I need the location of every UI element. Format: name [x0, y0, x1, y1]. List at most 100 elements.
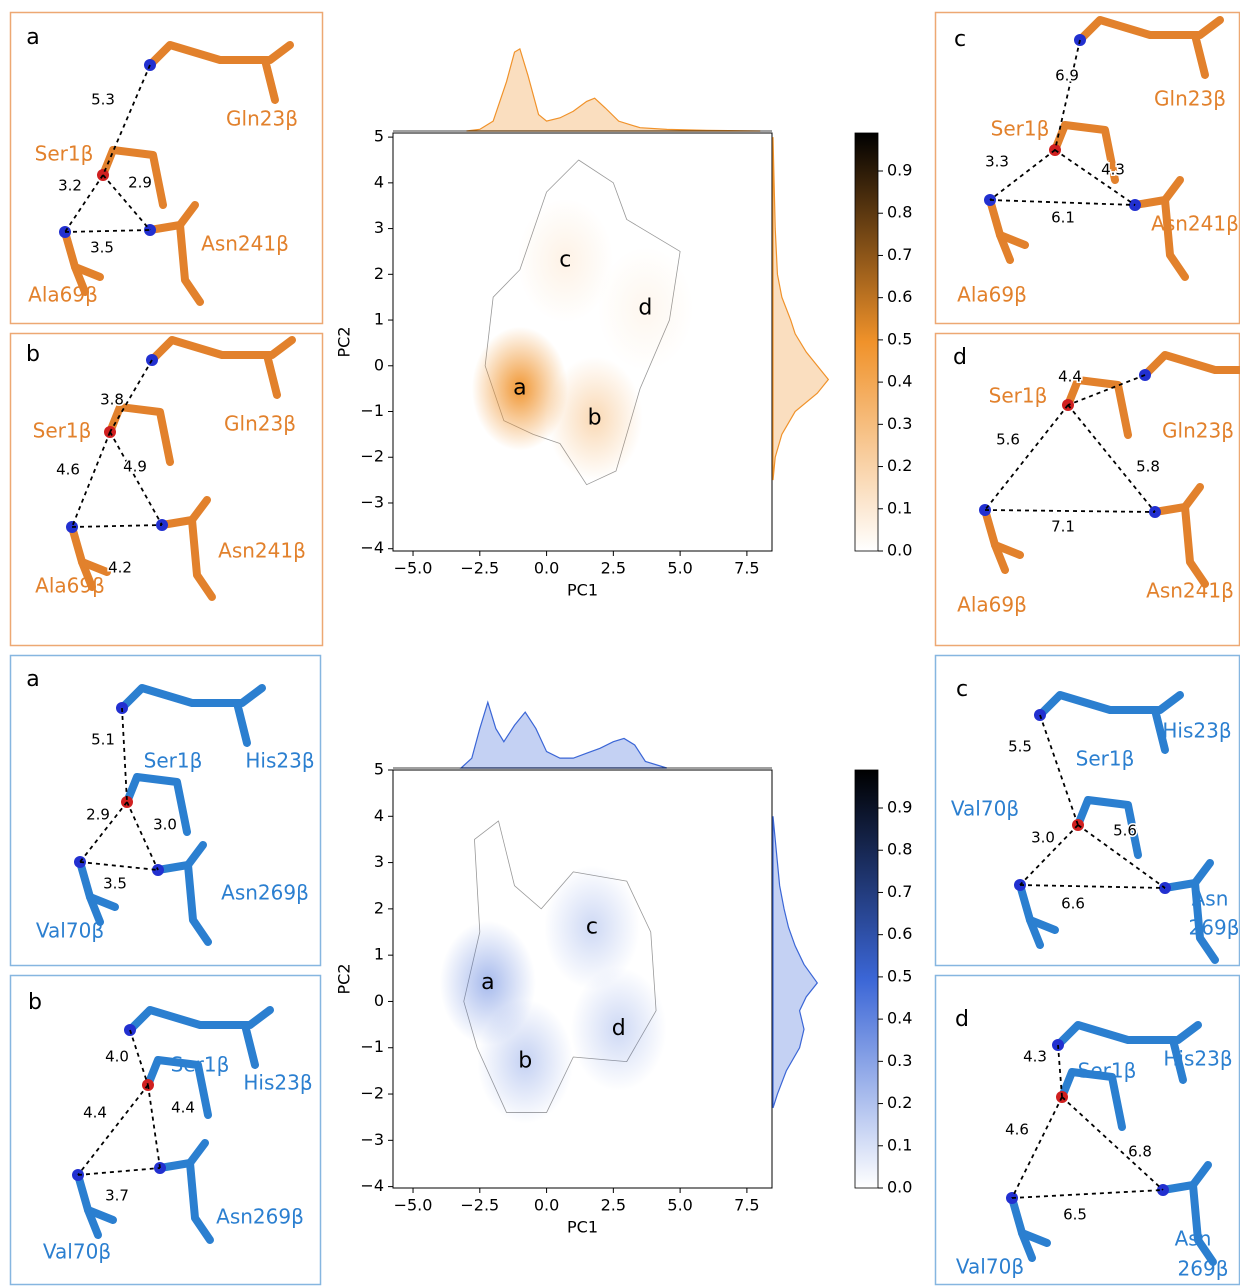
bond — [1036, 691, 1184, 719]
bond — [1151, 706, 1169, 754]
cluster-label: b — [518, 1049, 532, 1074]
y-tick-label: 4 — [374, 172, 384, 191]
bond — [84, 1206, 117, 1224]
y-tick-label: 5 — [374, 127, 384, 146]
distance-label: 4.2 — [108, 559, 132, 577]
distance-label: 3.8 — [100, 391, 124, 409]
density-peak — [543, 865, 640, 990]
panel-letter: d — [953, 345, 967, 370]
x-tick-label: 0.0 — [534, 559, 559, 578]
residue-label: Val70β — [43, 1240, 111, 1264]
residue-label: Val70β — [951, 797, 1019, 821]
hbond — [77, 1084, 149, 1176]
residue-label: Asn241β — [1151, 212, 1239, 236]
density-peak — [517, 198, 614, 323]
colorbar-tick-label: 0.1 — [887, 1135, 912, 1154]
bond — [1054, 1021, 1202, 1049]
colorbar-tick-label: 0.4 — [887, 1009, 912, 1028]
cluster-label: a — [513, 376, 526, 401]
hbond — [984, 509, 1156, 513]
y-tick-label: −2 — [360, 447, 384, 466]
bond — [188, 496, 211, 524]
distance-label: 2.9 — [128, 174, 152, 192]
panel-frame — [9, 974, 322, 1286]
y-tick-label: 2 — [374, 264, 384, 283]
distance-label: 3.3 — [985, 153, 1009, 171]
hbond — [1077, 824, 1166, 889]
bond — [241, 1021, 259, 1069]
hbond — [64, 229, 151, 233]
structure-panel: c His23β Ser1β Val70β Asn 269β 5.5 3.0 5.6 6.6 — [934, 654, 1240, 967]
residue-label: Ser1β — [144, 749, 203, 773]
residue-label: Asn — [1192, 887, 1229, 911]
y-axis-label: PC2 — [335, 964, 354, 995]
y-tick-label: −1 — [360, 401, 384, 420]
residue-label: Asn241β — [201, 232, 289, 256]
residue-label: Ala69β — [957, 593, 1027, 617]
bond — [176, 201, 199, 229]
hbond — [1019, 884, 1166, 889]
bond — [233, 699, 251, 747]
bond — [991, 541, 1024, 559]
hbond — [126, 801, 159, 871]
bond — [1064, 376, 1132, 439]
distance-label: 5.5 — [1008, 738, 1032, 756]
panel-letter: d — [955, 1007, 969, 1032]
residue-label: Asn269β — [221, 881, 309, 905]
bond — [261, 56, 279, 104]
colorbar-tick-label: 0.5 — [887, 329, 912, 348]
residue-label: Gln23β — [226, 107, 298, 131]
distance-label: 6.8 — [1128, 1143, 1152, 1161]
bond — [1151, 503, 1209, 588]
bond — [158, 516, 216, 601]
density-peak — [546, 356, 643, 481]
colorbar-tick-label: 0.0 — [887, 1178, 912, 1197]
x-tick-label: 5.0 — [667, 1196, 692, 1215]
cluster-label: d — [638, 296, 652, 321]
density-peak — [570, 967, 667, 1092]
hbond — [129, 1029, 149, 1086]
bond — [74, 1171, 102, 1239]
bond — [123, 773, 191, 836]
bond — [1191, 859, 1214, 887]
bond — [1018, 1229, 1051, 1247]
bond — [154, 861, 212, 946]
residue-label: 269β — [1189, 916, 1240, 940]
bond — [263, 351, 281, 399]
y-tick-label: −4 — [360, 1176, 384, 1195]
hbond — [989, 199, 1136, 206]
distance-label: 3.5 — [90, 239, 114, 257]
bond — [1051, 121, 1119, 184]
hbond — [102, 64, 151, 176]
residue-label: Val70β — [956, 1255, 1024, 1279]
colorbar-tick-label: 0.8 — [887, 840, 912, 859]
distance-label: 4.3 — [1101, 161, 1125, 179]
y-tick-label: 0 — [374, 991, 384, 1010]
bond — [1191, 31, 1209, 79]
residue-label: Gln23β — [224, 412, 296, 436]
x-tick-label: −2.5 — [460, 1196, 499, 1215]
plot-area — [439, 820, 667, 1124]
bond — [1161, 879, 1219, 964]
y-tick-label: 0 — [374, 355, 384, 374]
colorbar-tick-label: 0.8 — [887, 203, 912, 222]
y-tick-label: 1 — [374, 310, 384, 329]
y-tick-label: 1 — [374, 945, 384, 964]
bond — [1189, 1161, 1212, 1189]
y-tick-label: 4 — [374, 806, 384, 825]
bond — [146, 41, 294, 69]
residue-label: Ser1β — [35, 142, 94, 166]
structure-panel: c Gln23β Ser1β Asn241β Ala69β 6.9 3.3 4.3 6.1 — [934, 11, 1240, 325]
hbond — [989, 149, 1056, 201]
bond — [76, 858, 104, 926]
residue-label: Asn241β — [1146, 579, 1234, 603]
axes-frame — [392, 769, 773, 1189]
distance-label: 3.5 — [103, 875, 127, 893]
distance-label: 5.1 — [91, 731, 115, 749]
bond — [1016, 881, 1044, 949]
cluster-label: d — [612, 1016, 626, 1041]
colorbar-tick-label: 0.3 — [887, 1051, 912, 1070]
residue-label: Asn — [1175, 1227, 1212, 1251]
axes-frame — [392, 132, 773, 552]
panel-frame — [934, 11, 1240, 325]
